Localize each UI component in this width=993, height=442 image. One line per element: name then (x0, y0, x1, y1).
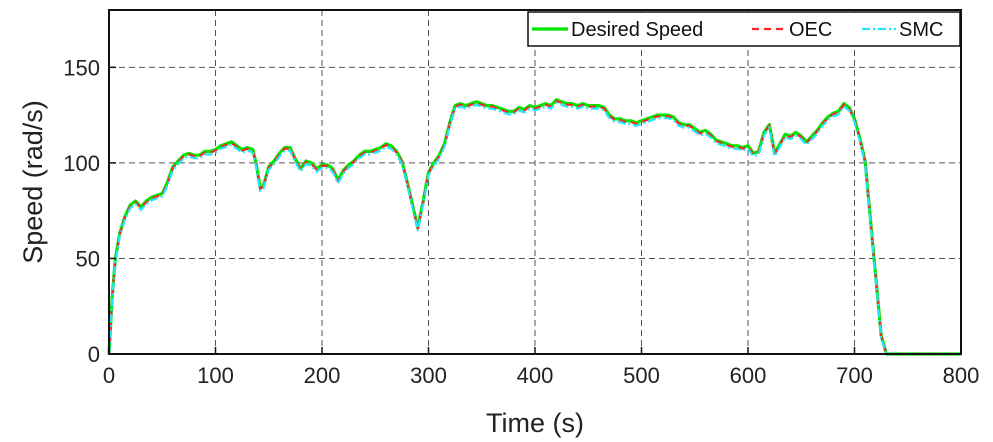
y-tick-label: 150 (63, 55, 100, 80)
x-axis-label: Time (s) (486, 408, 584, 438)
series-layer (107, 98, 961, 356)
series-oec (107, 99, 961, 356)
x-tick-label: 300 (410, 363, 447, 388)
x-tick-label: 800 (943, 363, 980, 388)
x-tick-label: 600 (730, 363, 767, 388)
y-tick-label: 50 (76, 246, 100, 271)
legend: Desired Speed OEC SMC (527, 11, 961, 47)
x-tick-label: 100 (197, 363, 234, 388)
x-tick-label: 700 (836, 363, 873, 388)
legend-label: SMC (899, 19, 943, 41)
legend-label: Desired Speed (571, 19, 703, 41)
y-tick-label: 0 (88, 342, 100, 367)
legend-label: OEC (789, 19, 832, 41)
legend-box (527, 11, 961, 47)
y-tick-label: 100 (63, 151, 100, 176)
x-tick-label: 0 (103, 363, 115, 388)
x-tick-label: 200 (304, 363, 341, 388)
tick-labels: 0 100 200 300 400 500 600 700 800 0 50 100 150 (63, 55, 979, 388)
grid (109, 10, 961, 354)
x-tick-label: 400 (517, 363, 554, 388)
y-axis-label: Speed (rad/s) (18, 100, 48, 264)
series-smc (107, 101, 961, 356)
x-tick-label: 500 (623, 363, 660, 388)
